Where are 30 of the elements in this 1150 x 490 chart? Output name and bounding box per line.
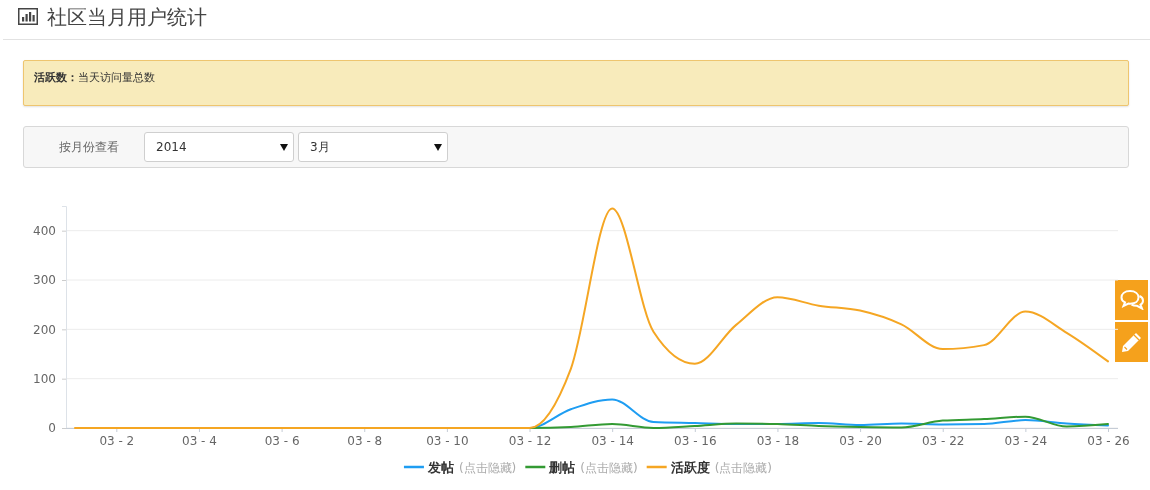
x-tick-label: 03 - 26: [1087, 433, 1130, 448]
line-series: [74, 207, 1109, 429]
x-tick-label: 03 - 24: [1004, 433, 1048, 448]
x-tick-label: 03 - 4: [182, 433, 217, 448]
dropdown-field: 3月: [298, 132, 448, 162]
x-tick-label: 03 - 12: [508, 433, 552, 448]
x-tick-label: 03 - 6: [264, 433, 300, 448]
x-tick-label: 03 - 14: [591, 433, 634, 448]
dropdown-field: 2014: [144, 132, 294, 162]
x-tick-label: 03 - 10: [426, 433, 469, 448]
x-tick-label: 03 - 20: [839, 433, 882, 448]
x-tick-label: 03 - 8: [347, 433, 383, 448]
legend-label: 删帖: [548, 459, 576, 475]
chart-title: 社区当月用户统计: [47, 4, 207, 31]
y-tick-label: 400: [33, 224, 56, 239]
x-tick-label: 03 - 2: [99, 433, 135, 448]
x-tick-label: 03 - 18: [756, 433, 800, 448]
text: (点击隐藏): [580, 460, 638, 475]
text: 按月份查看: [59, 139, 119, 155]
text: (点击隐藏): [458, 460, 517, 475]
y-tick-label: 100: [33, 372, 56, 387]
y-tick-label: 0: [48, 421, 56, 436]
y-tick-label: 300: [33, 273, 56, 288]
legend-label: 发帖: [426, 459, 454, 475]
x-tick-label: 03 - 22: [921, 433, 965, 448]
legend-label: 活跃度: [669, 459, 710, 475]
notice-box: 活跃数：当天访问量总数: [23, 60, 1129, 106]
x-tick-label: 03 - 16: [674, 433, 717, 448]
y-tick-label: 200: [33, 322, 56, 337]
text: (点击隐藏): [714, 460, 773, 475]
